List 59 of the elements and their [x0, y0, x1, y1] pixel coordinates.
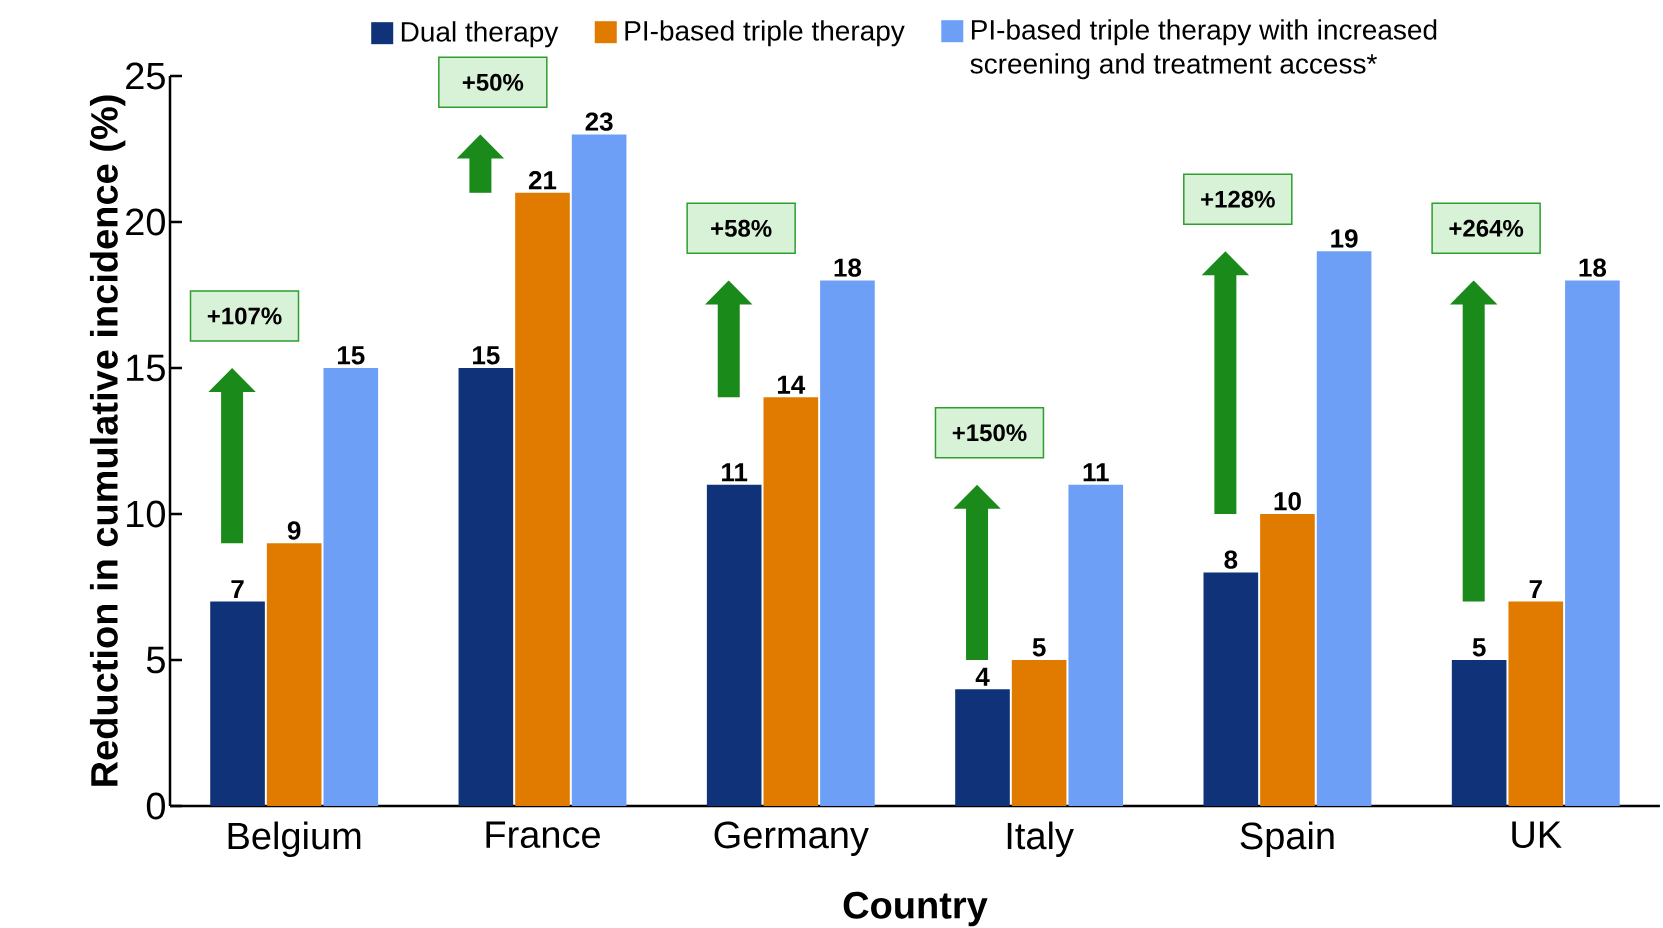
- bar: [323, 367, 379, 806]
- x-tick-label: Italy: [1007, 821, 1074, 857]
- data-label: 21: [528, 171, 557, 190]
- data-label: 5: [1032, 638, 1046, 657]
- legend-label: PI-based triple therapy: [625, 20, 905, 47]
- y-tick-label: 0: [146, 792, 165, 820]
- bar: [1011, 659, 1067, 806]
- bar: [1260, 513, 1315, 806]
- data-label: 8: [1224, 550, 1238, 569]
- bar: [266, 543, 322, 806]
- x-tick-label: Spain: [1240, 821, 1334, 857]
- data-label: 14: [777, 375, 806, 394]
- data-label: 18: [834, 258, 862, 277]
- annotation: +128%: [1201, 190, 1275, 208]
- legend-label: Dual therapy: [401, 21, 559, 48]
- data-label: 11: [1083, 463, 1109, 482]
- bar: [210, 601, 265, 806]
- y-axis-title: Reduction in cumulative incidence (%): [89, 95, 126, 786]
- annotation: +50%: [462, 73, 524, 91]
- x-axis-title: Country: [843, 891, 988, 927]
- data-label: 15: [337, 346, 365, 365]
- x-tick-label: France: [486, 821, 600, 849]
- bar: [1451, 659, 1507, 806]
- bar: [1316, 251, 1372, 806]
- data-label: 7: [231, 580, 244, 599]
- annotation: +58%: [711, 219, 772, 237]
- data-label: 15: [473, 346, 500, 365]
- bar: [1565, 280, 1620, 806]
- data-label: 11: [722, 463, 748, 482]
- y-tick-label: 20: [126, 208, 165, 236]
- y-tick-label: 15: [127, 354, 165, 382]
- legend-label: PI-based triple therapy with increased screening and treatment access*: [970, 19, 1437, 80]
- data-label: 7: [1529, 580, 1542, 599]
- data-label: 5: [1472, 638, 1486, 657]
- annotation: +107%: [207, 307, 282, 325]
- bar: [955, 689, 1010, 806]
- bar: [820, 280, 875, 806]
- bar: [515, 192, 570, 806]
- x-tick-label: Germany: [714, 821, 869, 856]
- data-label: 10: [1274, 492, 1301, 511]
- annotation: +150%: [952, 424, 1027, 442]
- x-tick-label: UK: [1512, 821, 1562, 849]
- bar: [763, 397, 819, 806]
- data-label: 23: [585, 112, 613, 131]
- data-label: 4: [975, 667, 990, 686]
- y-tick-label: 5: [146, 646, 165, 674]
- bar: [1203, 572, 1259, 806]
- bar: [1508, 601, 1564, 806]
- annotation: +264%: [1449, 219, 1524, 237]
- y-tick-label: 10: [127, 500, 165, 528]
- bar: [571, 134, 627, 806]
- bar: [458, 367, 514, 806]
- data-label: 18: [1579, 258, 1607, 277]
- y-tick-label: 25: [126, 62, 165, 90]
- data-label: 9: [287, 521, 301, 540]
- x-tick-label: Belgium: [228, 821, 361, 857]
- bar: [706, 484, 762, 806]
- data-label: 19: [1331, 229, 1358, 248]
- bar: [1068, 484, 1124, 806]
